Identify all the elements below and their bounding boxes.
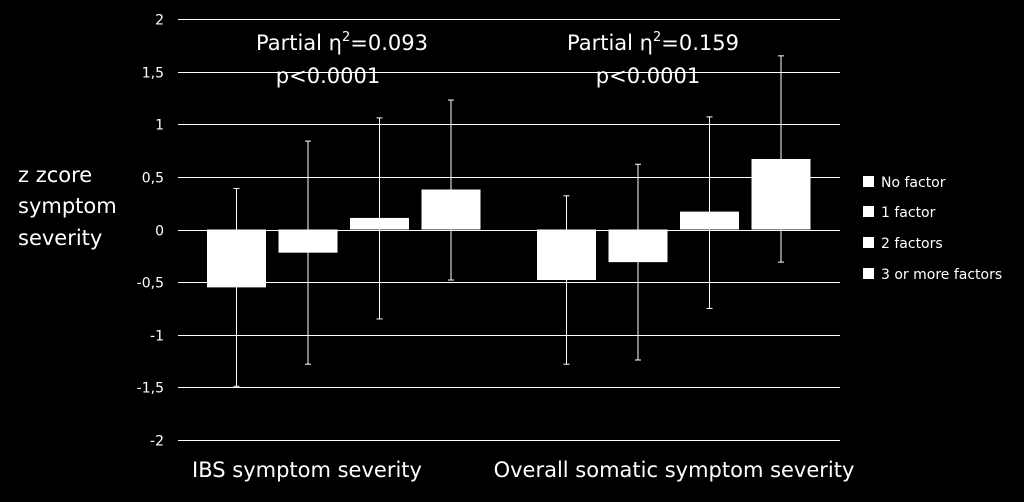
legend-swatch-2-factors	[863, 237, 874, 248]
y-tick-labels: 2 1,5 1 0,5 0 -0,5 -1 -1,5 -2	[137, 13, 164, 450]
y-axis-title-line-2: symptom	[18, 194, 117, 218]
y-tick-label: -0,5	[137, 276, 164, 292]
category-label-overall: Overall somatic symptom severity	[494, 458, 855, 482]
y-axis-title-line-1: z zcore	[18, 163, 92, 187]
annotation-ibs-eta: Partial η2=0.093	[256, 30, 428, 55]
annotation-overall-p: p<0.0001	[596, 64, 700, 88]
legend-swatch-1-factor	[863, 206, 874, 217]
y-tick-label: -1	[150, 329, 164, 345]
error-bar	[635, 163, 641, 361]
error-bar	[305, 140, 311, 365]
legend-label-2-factors: 2 factors	[881, 236, 943, 252]
legend-label-3-or-more-factors: 3 or more factors	[881, 267, 1002, 283]
legend-swatch-no-factor	[863, 176, 874, 187]
y-tick-label: 0	[155, 224, 164, 240]
y-tick-label: 1,5	[142, 66, 164, 82]
annotation-overall-eta: Partial η2=0.159	[567, 30, 739, 55]
y-tick-label: 0,5	[142, 171, 164, 187]
error-bar	[376, 117, 383, 320]
error-bar	[233, 187, 240, 387]
error-bar	[706, 116, 713, 309]
annotation-ibs-p: p<0.0001	[276, 64, 380, 88]
error-bar	[563, 195, 570, 365]
y-axis-title-line-3: severity	[18, 226, 102, 250]
error-bars	[233, 55, 784, 387]
bars	[207, 158, 811, 288]
legend-swatch-3-or-more-factors	[863, 268, 874, 279]
y-tick-label: -1,5	[137, 381, 164, 397]
error-bar	[778, 55, 784, 263]
y-tick-label: 2	[155, 13, 164, 29]
legend-label-1-factor: 1 factor	[881, 205, 936, 221]
error-bar	[448, 99, 454, 281]
y-tick-label: 1	[155, 118, 164, 134]
legend-label-no-factor: No factor	[881, 175, 946, 191]
category-label-ibs: IBS symptom severity	[192, 458, 422, 482]
y-tick-label: -2	[150, 434, 164, 450]
legend: No factor 1 factor 2 factors 3 or more f…	[863, 175, 1002, 283]
